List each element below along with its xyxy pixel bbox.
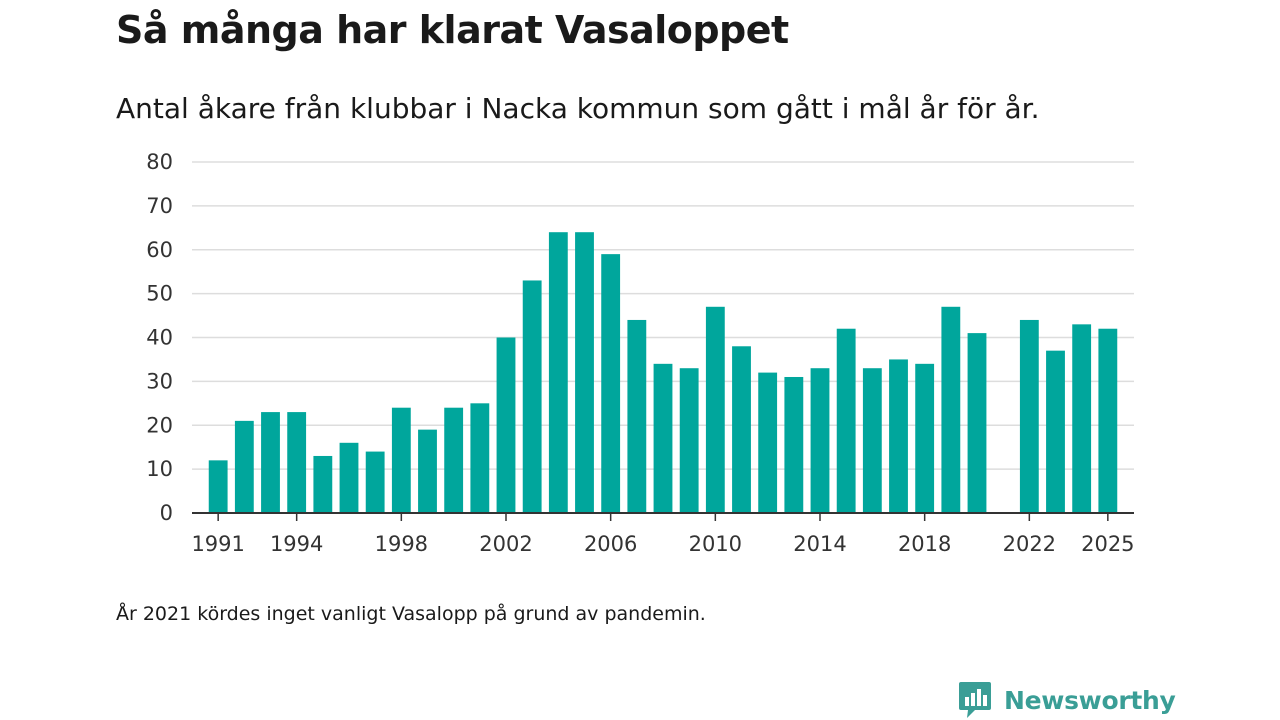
bar-1993 <box>261 412 280 513</box>
bar-1999 <box>418 429 437 513</box>
y-tick-label-10: 10 <box>146 457 173 481</box>
bar-2001 <box>470 403 490 513</box>
y-tick-label-80: 80 <box>146 150 173 174</box>
bar-2009 <box>679 368 699 513</box>
bar-2013 <box>784 376 804 513</box>
bar-2024 <box>1072 324 1092 513</box>
y-tick-label-70: 70 <box>146 194 173 218</box>
bar-1991 <box>208 460 228 513</box>
bar-1995 <box>313 455 333 513</box>
x-tick-label-2002: 2002 <box>479 532 532 556</box>
bar-2019 <box>941 306 961 513</box>
bar-2008 <box>653 363 673 513</box>
bar-2020 <box>967 333 987 513</box>
bar-2003 <box>522 280 542 513</box>
bar-2022 <box>1019 319 1039 513</box>
bar-2025 <box>1098 328 1118 513</box>
y-tick-label-40: 40 <box>146 326 173 350</box>
bar-2011 <box>732 346 751 513</box>
bar-2016 <box>862 368 882 513</box>
y-tick-label-20: 20 <box>146 413 173 437</box>
x-tick-label-2022: 2022 <box>1003 532 1056 556</box>
x-tick-label-2010: 2010 <box>689 532 742 556</box>
x-tick-label-1994: 1994 <box>270 532 323 556</box>
bar-2012 <box>758 372 778 513</box>
chart-title: Så många har klarat Vasaloppet <box>116 8 789 52</box>
bar-2007 <box>627 319 647 513</box>
x-tick-label-2006: 2006 <box>584 532 637 556</box>
y-tick-label-50: 50 <box>146 282 173 306</box>
y-tick-label-60: 60 <box>146 238 173 262</box>
x-tick-label-2018: 2018 <box>898 532 951 556</box>
bar-2000 <box>444 407 464 513</box>
bar-1994 <box>287 412 307 513</box>
bar-2002 <box>496 337 516 513</box>
bar-2004 <box>548 232 568 513</box>
x-tick-label-2025: 2025 <box>1081 532 1134 556</box>
y-tick-label-30: 30 <box>146 369 173 393</box>
x-tick-label-2014: 2014 <box>793 532 846 556</box>
bars <box>208 232 1118 513</box>
bar-chart: 0 10 20 30 40 50 60 70 80 1991 1994 1998 2002 2006 20… <box>146 150 1135 556</box>
footnote: År 2021 kördes inget vanligt Vasalopp på… <box>116 603 706 625</box>
bar-1998 <box>391 407 411 513</box>
x-tick-label-1991: 1991 <box>191 532 244 556</box>
y-axis-labels: 0 10 20 30 40 50 60 70 80 <box>146 150 173 525</box>
bar-2015 <box>836 328 856 513</box>
x-tick-label-1998: 1998 <box>375 532 428 556</box>
bar-1992 <box>234 420 254 513</box>
bar-2010 <box>705 306 725 513</box>
brand-name: Newsworthy <box>1004 685 1176 715</box>
newsworthy-logo[interactable]: Newsworthy <box>958 680 1176 720</box>
bar-2023 <box>1046 350 1065 513</box>
chart-subtitle: Antal åkare från klubbar i Nacka kommun … <box>116 92 1040 125</box>
bar-2014 <box>810 368 830 513</box>
bar-2006 <box>601 254 621 513</box>
bar-1997 <box>365 451 385 513</box>
y-tick-label-0: 0 <box>160 501 173 525</box>
bar-2017 <box>889 359 908 513</box>
bar-1996 <box>339 442 359 513</box>
x-axis: 1991 1994 1998 2002 2006 2010 2014 2018 2022 2025 <box>191 513 1135 556</box>
bar-2005 <box>575 232 594 513</box>
newsworthy-logo-icon <box>959 682 991 718</box>
bar-2018 <box>915 363 935 513</box>
